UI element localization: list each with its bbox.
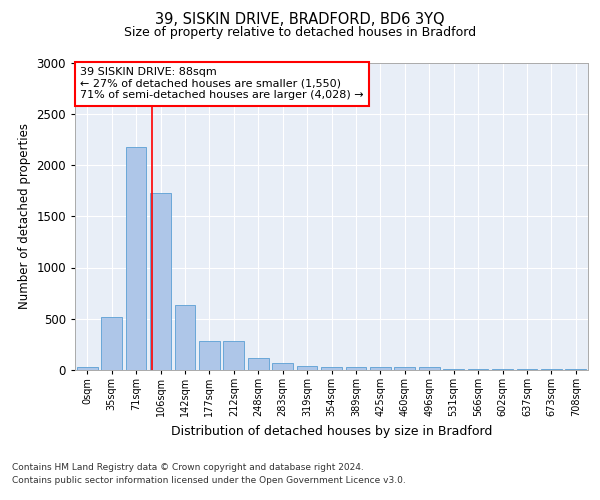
Bar bbox=[296, 366, 317, 370]
X-axis label: Distribution of detached houses by size in Bradford: Distribution of detached houses by size … bbox=[171, 424, 492, 438]
Bar bbox=[175, 306, 196, 370]
Text: 39, SISKIN DRIVE, BRADFORD, BD6 3YQ: 39, SISKIN DRIVE, BRADFORD, BD6 3YQ bbox=[155, 12, 445, 28]
Bar bbox=[150, 192, 171, 370]
Bar bbox=[272, 364, 293, 370]
Bar bbox=[77, 367, 98, 370]
Y-axis label: Number of detached properties: Number of detached properties bbox=[18, 123, 31, 309]
Bar bbox=[248, 358, 269, 370]
Text: Contains HM Land Registry data © Crown copyright and database right 2024.: Contains HM Land Registry data © Crown c… bbox=[12, 464, 364, 472]
Text: Size of property relative to detached houses in Bradford: Size of property relative to detached ho… bbox=[124, 26, 476, 39]
Bar bbox=[223, 342, 244, 370]
Bar bbox=[394, 368, 415, 370]
Bar bbox=[125, 146, 146, 370]
Bar bbox=[419, 368, 440, 370]
Bar bbox=[199, 342, 220, 370]
Bar bbox=[346, 367, 367, 370]
Bar bbox=[321, 367, 342, 370]
Bar bbox=[370, 367, 391, 370]
Text: 39 SISKIN DRIVE: 88sqm
← 27% of detached houses are smaller (1,550)
71% of semi-: 39 SISKIN DRIVE: 88sqm ← 27% of detached… bbox=[80, 67, 364, 100]
Bar bbox=[101, 316, 122, 370]
Text: Contains public sector information licensed under the Open Government Licence v3: Contains public sector information licen… bbox=[12, 476, 406, 485]
